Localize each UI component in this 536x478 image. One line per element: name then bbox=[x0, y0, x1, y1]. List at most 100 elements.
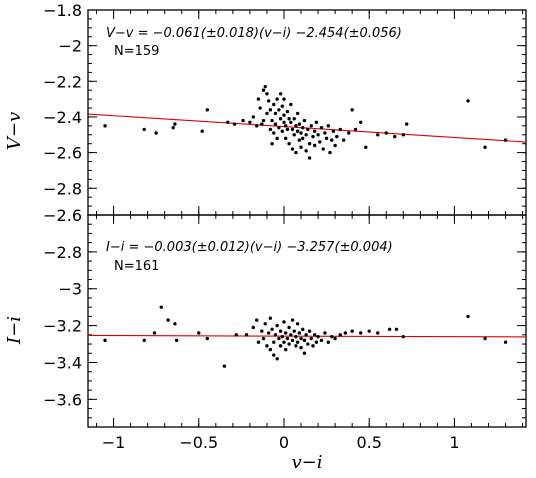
top-data-point bbox=[258, 106, 262, 110]
bottom-data-point bbox=[314, 340, 319, 344]
top-data-point bbox=[299, 145, 303, 149]
top-data-point bbox=[326, 124, 331, 128]
bottom-data-point bbox=[326, 340, 331, 344]
top-data-point bbox=[312, 143, 317, 148]
top-data-point bbox=[318, 140, 322, 144]
bottom-data-point bbox=[290, 318, 295, 322]
top-data-point bbox=[299, 131, 303, 135]
top-y-tick-label: −2.2 bbox=[43, 72, 82, 91]
top-data-point bbox=[338, 127, 342, 132]
top-data-point bbox=[232, 122, 237, 126]
top-data-point bbox=[319, 125, 324, 130]
bottom-data-point bbox=[205, 336, 209, 341]
top-data-point bbox=[364, 145, 368, 149]
top-data-point bbox=[103, 124, 107, 128]
bottom-data-point bbox=[301, 327, 305, 331]
bottom-data-point bbox=[277, 336, 281, 341]
top-data-point bbox=[251, 115, 256, 119]
bottom-data-point bbox=[280, 334, 284, 339]
top-data-point bbox=[278, 117, 283, 121]
top-data-point bbox=[324, 136, 329, 141]
bottom-data-point bbox=[299, 346, 303, 350]
top-data-point bbox=[466, 99, 470, 103]
top-data-point bbox=[173, 122, 177, 126]
top-data-point bbox=[287, 141, 291, 146]
top-data-point bbox=[328, 150, 332, 155]
top-panel: −2.8 −2.6 −2.4 −2.2 −2 −1.8 V−v = −0.061(±0.0… bbox=[4, 1, 527, 216]
top-y-tick-label: −1.8 bbox=[43, 1, 82, 20]
top-data-point bbox=[306, 127, 310, 132]
bottom-panel: −3.6 −3.4 −3.2 −3 −2.8 −2.6 −1 −0.5 0 0.5 1 I−i =… bbox=[4, 206, 527, 473]
top-y-tick-label: −2.6 bbox=[43, 144, 82, 163]
bottom-data-point bbox=[275, 323, 279, 328]
bottom-x-ticks: −1 −0.5 0 0.5 1 bbox=[96, 215, 524, 452]
x-tick-label: 1 bbox=[449, 433, 459, 452]
top-data-point bbox=[268, 108, 273, 112]
top-y-tick-label: −2.8 bbox=[43, 179, 82, 198]
top-data-point bbox=[261, 88, 266, 92]
bottom-data-point bbox=[289, 333, 293, 337]
top-data-point bbox=[285, 109, 290, 114]
top-data-point bbox=[384, 131, 388, 135]
top-data-point bbox=[307, 141, 312, 146]
top-data-point bbox=[205, 108, 209, 112]
bottom-data-point bbox=[266, 331, 271, 335]
bottom-data-point bbox=[275, 357, 279, 361]
bottom-data-point bbox=[387, 327, 392, 331]
top-data-point bbox=[275, 97, 279, 101]
top-data-point bbox=[301, 125, 305, 130]
bottom-data-point bbox=[268, 347, 273, 352]
bottom-data-point bbox=[287, 325, 291, 330]
top-data-point bbox=[301, 136, 305, 141]
x-tick-label: 0.5 bbox=[356, 433, 381, 452]
bottom-data-point bbox=[306, 342, 310, 346]
bottom-data-point bbox=[483, 336, 487, 341]
top-data-point bbox=[292, 117, 296, 121]
top-data-point bbox=[302, 118, 307, 123]
top-data-point bbox=[295, 129, 300, 133]
bottom-points bbox=[103, 305, 508, 368]
bottom-data-point bbox=[333, 336, 337, 341]
top-equation: V−v = −0.061(±0.018)(v−i) −2.454(±0.056) bbox=[106, 26, 402, 41]
top-data-point bbox=[290, 127, 295, 132]
top-data-point bbox=[200, 129, 204, 133]
bottom-data-point bbox=[282, 320, 286, 324]
top-data-point bbox=[376, 133, 380, 137]
top-data-point bbox=[256, 97, 261, 101]
bottom-data-point bbox=[401, 334, 405, 339]
bottom-data-point bbox=[283, 331, 288, 335]
top-data-point bbox=[311, 134, 315, 139]
top-data-point bbox=[289, 102, 293, 107]
top-data-point bbox=[358, 120, 363, 125]
top-data-point bbox=[347, 131, 351, 135]
bottom-data-point bbox=[260, 329, 264, 333]
bottom-data-point bbox=[343, 331, 348, 335]
top-data-point bbox=[171, 125, 175, 130]
bottom-data-point bbox=[273, 333, 278, 337]
bottom-data-point bbox=[283, 347, 288, 352]
top-data-point bbox=[331, 129, 336, 133]
bottom-data-point bbox=[261, 336, 266, 341]
top-data-point bbox=[275, 136, 279, 141]
top-data-point bbox=[280, 129, 284, 133]
top-n-label: N=159 bbox=[114, 44, 159, 59]
top-data-point bbox=[297, 138, 302, 142]
bottom-data-point bbox=[272, 340, 276, 344]
bottom-y-tick-label: −2.8 bbox=[43, 243, 82, 262]
top-y-tick-label: −2.4 bbox=[43, 108, 82, 127]
bottom-data-point bbox=[159, 305, 163, 309]
top-data-point bbox=[287, 117, 291, 121]
top-data-point bbox=[255, 124, 259, 128]
bottom-equation: I−i = −0.003(±0.012)(v−i) −3.257(±0.004) bbox=[106, 240, 393, 255]
bottom-y-tick-label: −3.4 bbox=[43, 353, 82, 372]
bottom-data-point bbox=[142, 338, 146, 343]
top-y-ticks: −2.8 −2.6 −2.4 −2.2 −2 −1.8 bbox=[43, 1, 526, 216]
top-data-point bbox=[307, 156, 312, 160]
top-data-point bbox=[393, 134, 397, 139]
bottom-data-point bbox=[222, 364, 227, 368]
top-data-point bbox=[289, 120, 293, 125]
top-y-axis-title: V−v bbox=[4, 112, 25, 150]
top-data-point bbox=[323, 131, 327, 135]
top-data-point bbox=[283, 124, 288, 128]
bottom-n-label: N=161 bbox=[114, 259, 159, 274]
